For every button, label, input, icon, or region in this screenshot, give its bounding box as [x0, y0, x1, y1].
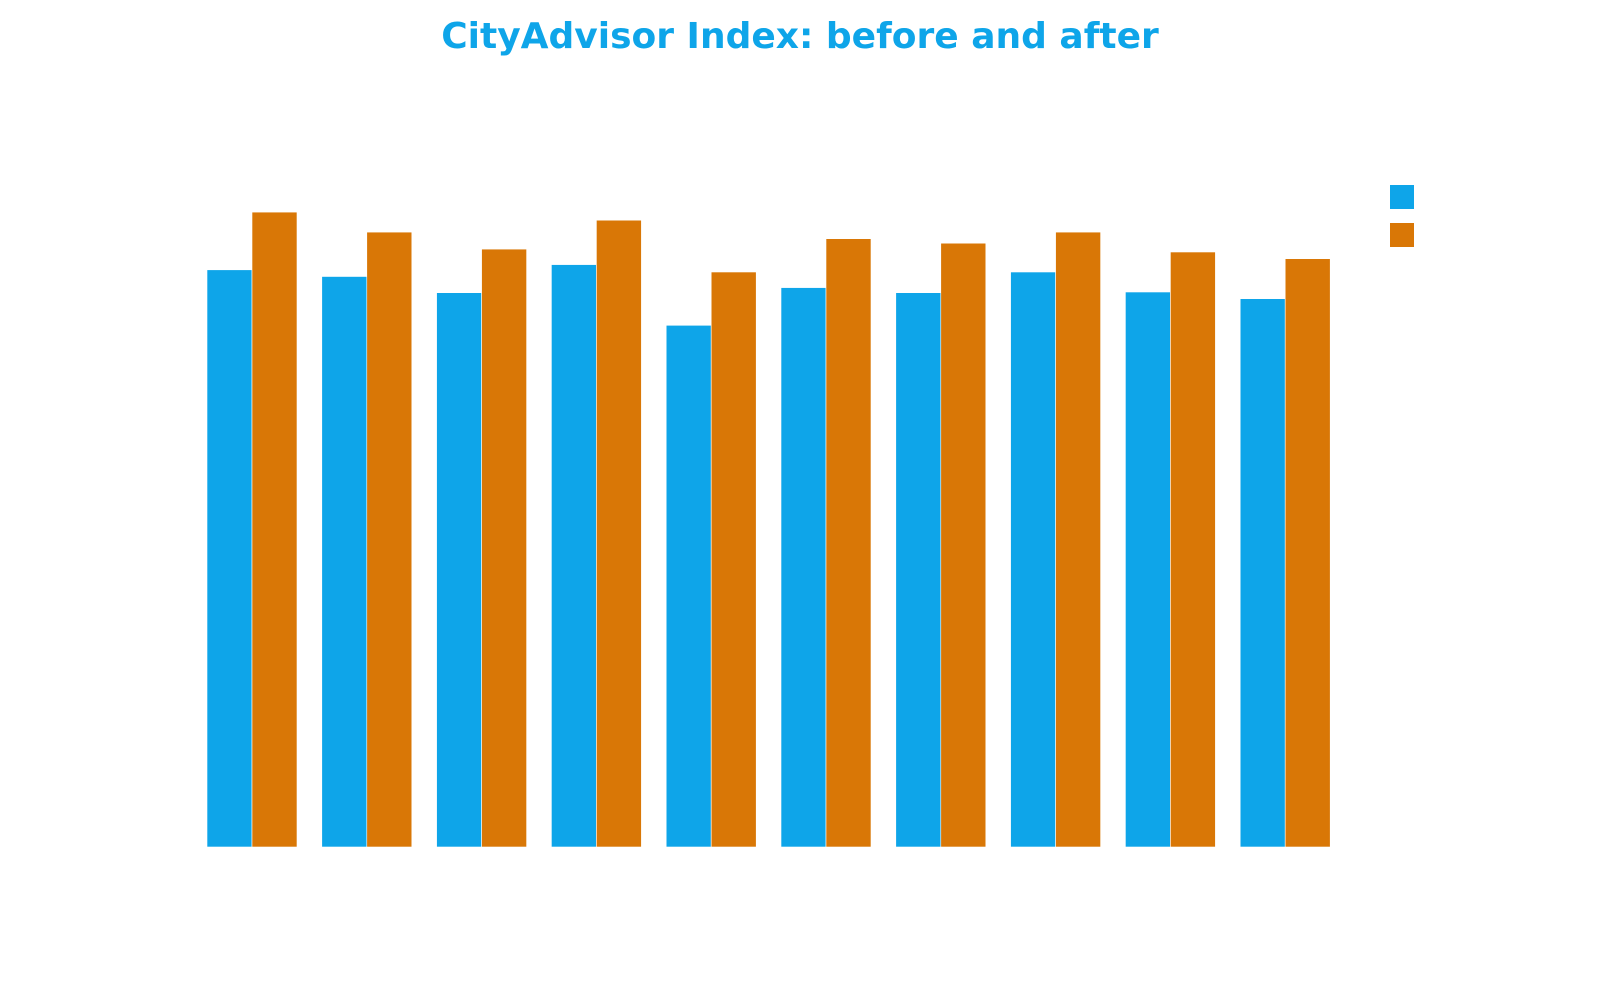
- bar-series1-item8: [1010, 271, 1056, 848]
- bar-series2-item2: [366, 231, 413, 848]
- bar-series1-item9: [1125, 291, 1171, 848]
- legend-item-series1: [1390, 178, 1414, 216]
- bar-series2-item8: [1055, 231, 1101, 848]
- bar-series1-item1: [206, 269, 253, 848]
- bar-series2-item3: [481, 248, 527, 848]
- bar-series1-item3: [436, 292, 482, 848]
- bar-series1-item6: [780, 287, 827, 848]
- legend-swatch: [1390, 223, 1414, 247]
- chart-title: CityAdvisor Index: before and after: [441, 16, 1159, 57]
- bar-series2-item7: [940, 242, 987, 848]
- bar-series1-item5: [665, 324, 712, 848]
- bar-series1-item10: [1239, 298, 1286, 848]
- bar-series2-item9: [1170, 251, 1216, 848]
- bar-series2-item1: [251, 211, 298, 848]
- bar-series1-item4: [551, 264, 597, 848]
- legend: [1390, 178, 1414, 254]
- bar-series1-item2: [321, 276, 368, 848]
- bar-series2-item10: [1284, 258, 1331, 848]
- legend-item-series2: [1390, 216, 1414, 254]
- bar-series2-item5: [710, 271, 757, 848]
- legend-swatch: [1390, 185, 1414, 209]
- bars-layer: [206, 211, 1331, 848]
- bar-series2-item6: [825, 238, 872, 848]
- bar-series2-item4: [596, 219, 642, 848]
- bar-series1-item7: [895, 292, 942, 848]
